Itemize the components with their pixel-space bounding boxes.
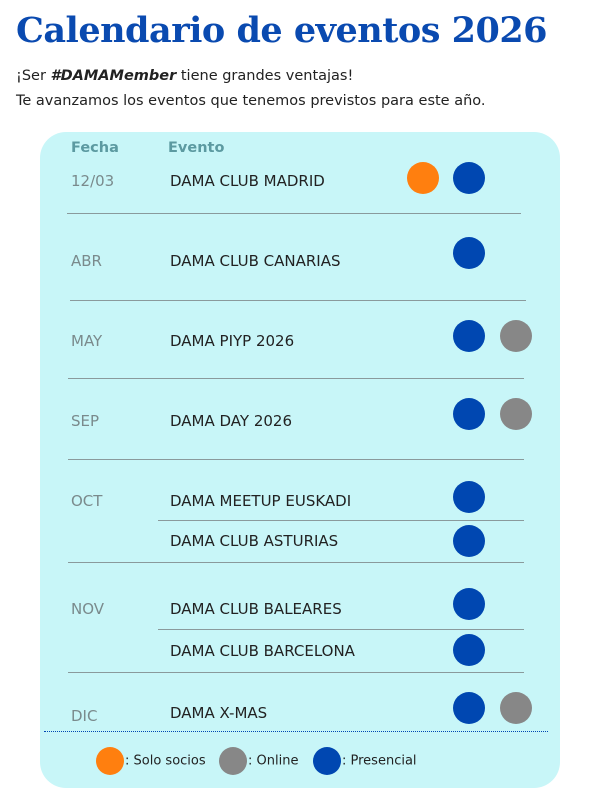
- table-panel: [40, 132, 560, 788]
- intro-text: tiene grandes ventajas!: [176, 68, 354, 84]
- legend-dot: [313, 747, 341, 775]
- legend-label: : Online: [248, 753, 299, 769]
- event: DAMA CLUB CANARIAS: [170, 252, 341, 270]
- event: DAMA CLUB MADRID: [170, 172, 325, 190]
- date: ABR: [71, 252, 102, 270]
- date: 12/03: [71, 172, 115, 190]
- divider: [68, 378, 524, 379]
- dot-presencial: [453, 237, 485, 269]
- event: DAMA CLUB ASTURIAS: [170, 532, 339, 550]
- dot-presencial: [453, 588, 485, 620]
- date: OCT: [71, 492, 103, 510]
- hashtag: #DAMAMember: [50, 68, 177, 84]
- event: DAMA CLUB BALEARES: [170, 600, 342, 618]
- event: DAMA MEETUP EUSKADI: [170, 492, 352, 510]
- event: DAMA X-MAS: [170, 704, 268, 722]
- legend-dot: [96, 747, 124, 775]
- intro-line: ¡Ser #DAMAMember tiene grandes ventajas!: [16, 68, 353, 84]
- dot-presencial: [453, 162, 485, 194]
- title: Calendario de eventos 2026: [16, 10, 548, 51]
- dot-presencial: [453, 692, 485, 724]
- divider: [68, 562, 524, 563]
- divider: [158, 520, 524, 521]
- event: DAMA CLUB BARCELONA: [170, 642, 355, 660]
- date: DIC: [71, 707, 98, 725]
- dot-online: [500, 692, 532, 724]
- dot-presencial: [453, 320, 485, 352]
- divider: [158, 629, 524, 630]
- intro-line: Te avanzamos los eventos que tenemos pre…: [16, 93, 486, 109]
- divider: [70, 300, 526, 301]
- dot-online: [500, 398, 532, 430]
- dot-solo-socios: [407, 162, 439, 194]
- legend-dot: [219, 747, 247, 775]
- dot-presencial: [453, 634, 485, 666]
- divider: [67, 213, 521, 214]
- legend-separator: [44, 731, 548, 732]
- date: MAY: [71, 332, 103, 350]
- divider: [68, 459, 524, 460]
- divider: [68, 672, 524, 673]
- intro-text: ¡Ser: [16, 68, 51, 84]
- legend-label: : Presencial: [342, 753, 417, 769]
- dot-presencial: [453, 481, 485, 513]
- dot-online: [500, 320, 532, 352]
- column-header: Evento: [168, 140, 225, 156]
- date: SEP: [71, 412, 100, 430]
- dot-presencial: [453, 398, 485, 430]
- date: NOV: [71, 600, 105, 618]
- dot-presencial: [453, 525, 485, 557]
- column-header: Fecha: [71, 140, 119, 156]
- legend-label: : Solo socios: [125, 753, 206, 769]
- event: DAMA DAY 2026: [170, 412, 293, 430]
- event: DAMA PIYP 2026: [170, 332, 295, 350]
